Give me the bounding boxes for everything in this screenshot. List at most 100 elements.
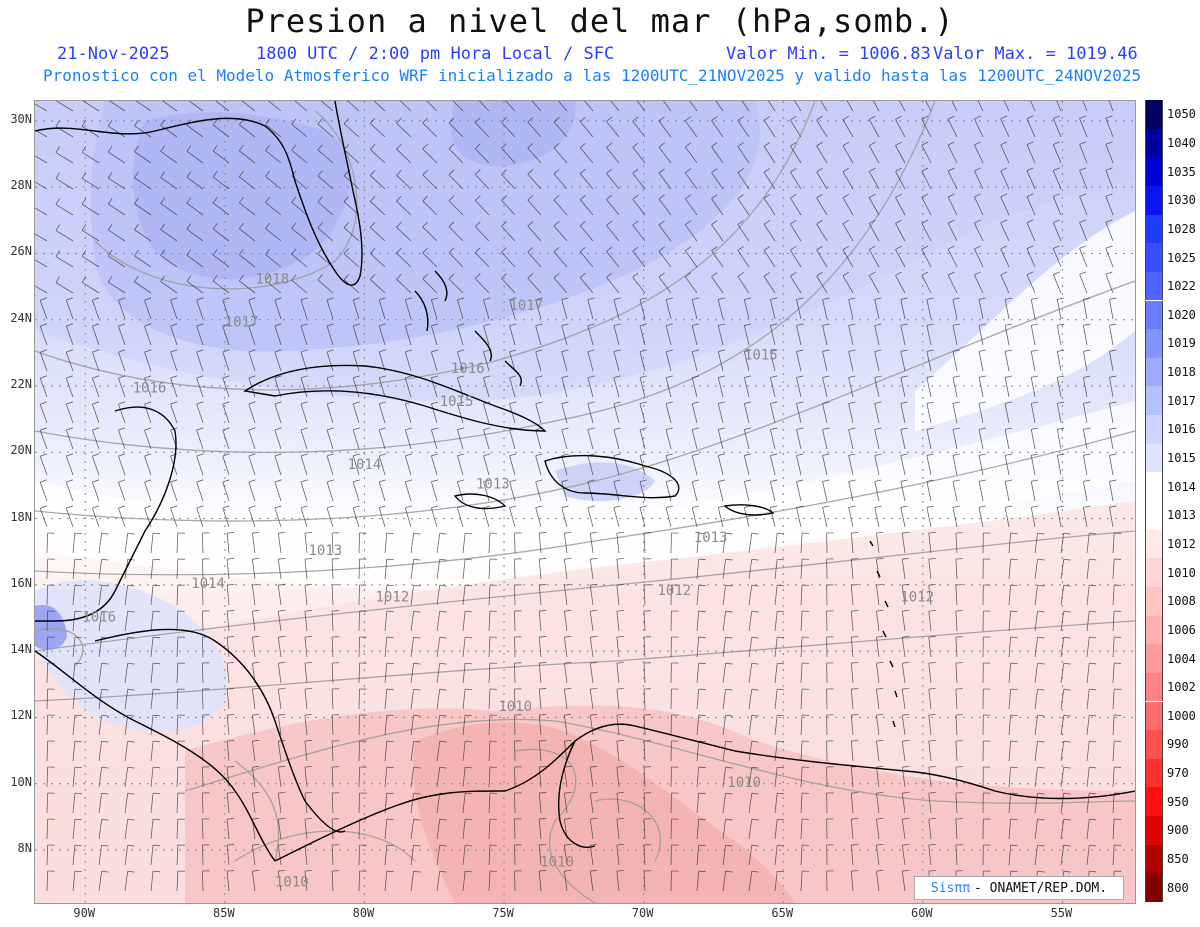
wind-barb — [848, 297, 856, 320]
isobar-label: 1010 — [498, 699, 532, 715]
wind-barb — [696, 870, 706, 892]
wind-barb — [212, 171, 230, 190]
wind-barb — [91, 453, 100, 476]
wind-barb — [358, 740, 367, 762]
wind-barb — [1004, 505, 1013, 528]
wind-barb — [396, 273, 412, 294]
pressure-zone-1016 — [35, 101, 1135, 401]
wind-barb — [763, 116, 776, 138]
wind-barb — [238, 144, 256, 164]
wind-barb — [352, 453, 360, 476]
wind-barb — [35, 285, 48, 294]
wind-barb — [800, 740, 810, 762]
colorbar-swatch — [1145, 816, 1163, 845]
wind-barb — [613, 375, 621, 398]
wind-barb — [91, 297, 100, 320]
wind-barb — [926, 427, 934, 450]
wind-barb — [900, 349, 908, 372]
wind-barb — [373, 101, 386, 112]
wind-barb — [535, 323, 543, 346]
wind-barb — [150, 844, 161, 866]
wind-barb — [462, 532, 473, 554]
wind-barb — [876, 739, 884, 762]
wind-barb — [134, 249, 152, 268]
wind-barb — [1060, 584, 1071, 606]
wind-barb — [774, 766, 785, 788]
lat-label: 30N — [10, 111, 32, 126]
wind-barb — [488, 766, 497, 788]
wind-barb — [616, 817, 624, 840]
wind-barb — [826, 610, 834, 632]
wind-barb — [632, 220, 646, 242]
wind-barb — [696, 792, 706, 814]
wind-barb — [722, 870, 733, 892]
wind-barb — [696, 818, 706, 840]
wind-barb — [1008, 558, 1018, 580]
wind-barb — [553, 116, 568, 138]
wind-barb — [928, 843, 936, 866]
wind-barb — [895, 141, 906, 164]
wind-barb — [868, 115, 880, 138]
wind-barb — [326, 323, 334, 346]
wind-barb — [501, 195, 516, 216]
wind-barb — [1056, 375, 1065, 398]
wind-barb — [201, 662, 210, 684]
pressure-zone-1014 — [35, 401, 1135, 590]
wind-barb — [876, 635, 884, 658]
colorbar-label: 1035 — [1167, 164, 1196, 179]
wind-barb — [800, 688, 810, 710]
wind-barb — [606, 246, 620, 268]
wind-barb — [850, 818, 859, 840]
wind-barb — [514, 714, 522, 736]
wind-barb — [978, 479, 986, 502]
wind-barb — [436, 870, 447, 892]
wind-barb — [186, 197, 204, 216]
wind-barb — [842, 245, 854, 268]
wind-barb — [643, 662, 652, 684]
wind-barb — [982, 558, 991, 580]
wind-barb — [1112, 688, 1122, 710]
wind-barb — [1008, 532, 1018, 554]
wind-barb — [226, 740, 235, 762]
wind-barb — [35, 233, 48, 242]
wind-barb — [72, 636, 82, 658]
wind-barb — [1086, 714, 1097, 736]
wind-barb — [352, 323, 360, 346]
wind-barb — [658, 116, 672, 138]
wind-barb — [238, 274, 256, 294]
wind-barb — [563, 791, 572, 814]
wind-barb — [124, 792, 135, 814]
wind-barb — [343, 248, 360, 268]
wind-barb — [160, 197, 178, 216]
colorbar-swatch — [1145, 300, 1163, 330]
wind-barb — [274, 427, 282, 450]
wind-barb — [277, 869, 286, 892]
wind-barb — [670, 870, 679, 892]
forecast-description: Pronostico con el Modelo Atmosferico WRF… — [43, 66, 1142, 85]
wind-barb — [737, 142, 750, 164]
wind-barb — [436, 532, 447, 554]
wind-barb — [326, 297, 334, 320]
wind-barb — [643, 714, 652, 736]
wind-barb — [895, 167, 906, 190]
wind-barb — [483, 349, 491, 372]
wind-barb — [248, 427, 256, 450]
wind-barb — [196, 297, 204, 320]
wind-barb — [241, 101, 256, 112]
max-value: Valor Max. = 1019.46 — [933, 44, 1138, 64]
wind-barb — [501, 247, 516, 268]
wind-barb — [587, 349, 595, 372]
wind-barb — [816, 141, 828, 164]
wind-barb — [1008, 740, 1018, 762]
wind-barb — [222, 375, 230, 398]
wind-barb — [895, 219, 906, 242]
wind-barb — [748, 870, 759, 892]
wind-barb — [72, 558, 82, 580]
wind-barb — [331, 688, 340, 710]
wind-barb — [98, 558, 109, 580]
wind-barb — [251, 713, 260, 736]
wind-barb — [1109, 453, 1117, 476]
coastline — [243, 364, 547, 432]
wind-barb — [974, 219, 984, 242]
colorbar-label: 1013 — [1167, 508, 1196, 523]
